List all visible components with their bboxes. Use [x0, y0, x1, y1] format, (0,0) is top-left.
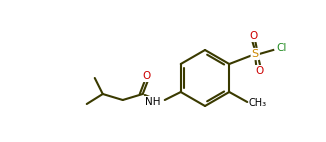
- Text: O: O: [249, 31, 257, 41]
- Text: O: O: [255, 66, 263, 76]
- Text: CH₃: CH₃: [248, 98, 266, 108]
- Text: S: S: [252, 49, 259, 59]
- Text: NH: NH: [145, 97, 161, 107]
- Text: O: O: [143, 71, 151, 81]
- Text: Cl: Cl: [276, 43, 287, 53]
